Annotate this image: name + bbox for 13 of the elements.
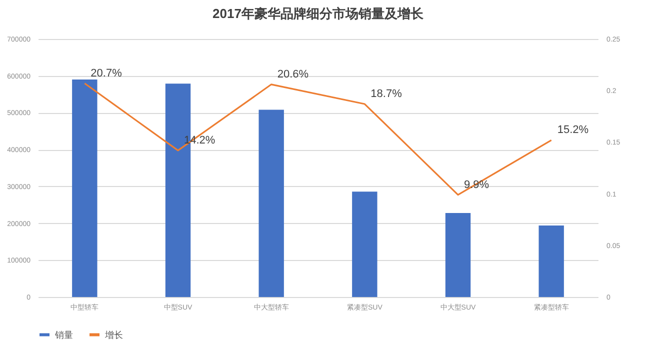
bar [258,110,284,297]
line-series [84,82,552,196]
data-label: 20.7% [90,67,122,80]
bar [538,225,564,297]
data-label: 15.2% [557,124,589,136]
legend-label: 增长 [104,330,123,340]
chart-title: 2017年豪华品牌细分市场销量及增长 [212,6,424,21]
bar [352,192,378,297]
data-label: 20.6% [277,68,309,80]
bar [72,80,98,297]
bar [445,212,471,297]
data-label: 18.7% [370,88,402,100]
legend-label: 销量 [54,330,73,340]
